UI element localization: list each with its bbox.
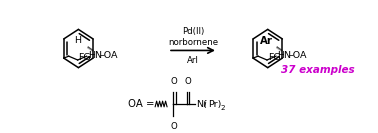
Text: –OA: –OA	[100, 51, 118, 60]
Text: ‖: ‖	[276, 45, 283, 52]
Text: N(: N(	[196, 99, 207, 109]
Text: O: O	[171, 122, 177, 131]
Text: Ar: Ar	[260, 36, 273, 46]
Text: Pr): Pr)	[208, 99, 221, 109]
Text: HN: HN	[277, 51, 291, 60]
Text: HN: HN	[88, 51, 102, 60]
Text: –OA: –OA	[289, 51, 307, 60]
Text: i: i	[204, 99, 206, 109]
Text: OA =: OA =	[128, 99, 155, 109]
Text: Pd(II): Pd(II)	[182, 27, 204, 36]
Text: FG: FG	[268, 53, 280, 62]
Text: FG: FG	[79, 53, 91, 62]
Text: ArI: ArI	[187, 55, 199, 65]
Text: 2: 2	[221, 105, 226, 111]
Text: O: O	[171, 77, 177, 86]
Text: O: O	[184, 77, 191, 86]
Text: ‖: ‖	[86, 45, 94, 52]
Text: H: H	[74, 36, 81, 45]
Text: norbornene: norbornene	[168, 38, 218, 47]
Text: 37 examples: 37 examples	[281, 65, 355, 75]
